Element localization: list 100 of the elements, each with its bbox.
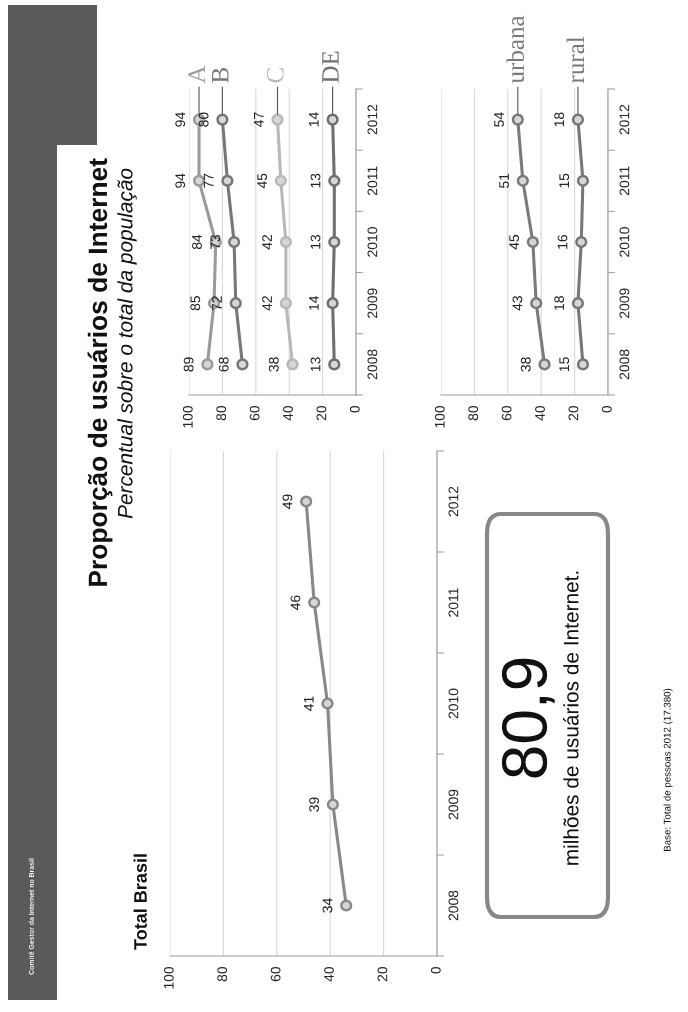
text: A	[188, 65, 206, 84]
text: 80,9	[501, 658, 555, 778]
y-tick-label: 2011	[367, 166, 378, 196]
point	[576, 174, 590, 187]
x-tick-label: 40	[283, 405, 293, 421]
point	[221, 174, 234, 187]
data-label: 34	[322, 898, 333, 913]
y-tick-label: 2009	[367, 288, 378, 318]
point	[538, 358, 551, 371]
point	[236, 358, 249, 371]
x-tick-label: 80	[468, 405, 479, 421]
point	[279, 297, 292, 310]
y-tick-label: 2012	[448, 486, 459, 517]
point	[300, 495, 313, 508]
point	[271, 113, 284, 126]
data-label: 77	[203, 173, 214, 188]
point	[216, 113, 229, 126]
text: B	[212, 68, 229, 83]
point	[571, 297, 585, 310]
y-tick-label: 2010	[448, 688, 459, 719]
text: milhões de usuários de Internet.	[563, 571, 579, 865]
data-label: 94	[175, 112, 186, 127]
point	[326, 297, 339, 310]
y-tick-label: 2011	[619, 166, 630, 196]
x-tick-label: 60	[249, 405, 260, 421]
data-label: 39	[309, 797, 320, 812]
data-label: 42	[262, 296, 272, 311]
y-tick-label: 2010	[367, 227, 378, 257]
data-label: 46	[290, 595, 301, 610]
text: urbana	[506, 15, 525, 84]
data-label: 14	[309, 112, 319, 127]
y-tick-label: 2011	[448, 588, 459, 617]
y-tick-label: 2012	[367, 104, 378, 135]
data-label: 51	[499, 173, 509, 188]
point	[516, 174, 529, 187]
point	[274, 174, 287, 187]
data-label: 14	[309, 295, 319, 310]
data-label: 38	[520, 357, 531, 372]
x-tick-label: 20	[377, 966, 388, 982]
data-label: 72	[212, 296, 222, 311]
text: Proporção de usuários de Internet	[87, 158, 113, 586]
data-label: 42	[262, 234, 272, 250]
data-label: 43	[512, 296, 523, 311]
data-label: 15	[559, 173, 570, 188]
point	[511, 113, 524, 126]
data-label: 45	[509, 234, 519, 250]
data-label: 89	[183, 357, 194, 372]
x-tick-label: 0	[430, 966, 441, 974]
text: C	[266, 68, 284, 83]
data-label: 73	[210, 234, 221, 250]
x-tick-label: 0	[601, 405, 612, 413]
x-tick-label: 40	[535, 405, 545, 421]
point	[575, 235, 588, 249]
x-tick-label: 100	[434, 405, 445, 428]
data-label: 13	[310, 173, 321, 188]
point	[326, 798, 339, 811]
text: Percentual sobre o total da população	[117, 168, 137, 519]
data-label: 18	[554, 112, 565, 127]
y-tick-label: 2008	[367, 349, 378, 380]
data-label: 47	[253, 112, 264, 127]
point	[308, 596, 321, 609]
data-label: 16	[557, 234, 568, 249]
x-tick-label: 20	[316, 405, 327, 421]
text: DE	[322, 51, 339, 83]
y-tick-label: 2010	[619, 227, 630, 257]
data-label: 49	[282, 494, 293, 509]
x-tick-label: 40	[324, 966, 334, 982]
y-tick-label: 2009	[619, 288, 630, 318]
data-label: 38	[268, 357, 279, 372]
point	[328, 174, 341, 187]
text: Base: Total de pessoas 2012 (17.380)	[663, 688, 673, 851]
point	[530, 297, 543, 310]
data-label: 15	[559, 357, 570, 372]
point	[328, 358, 341, 371]
data-label: 45	[257, 173, 267, 189]
data-label: 41	[303, 696, 314, 711]
x-tick-label: 0	[349, 405, 360, 413]
data-label: 13	[310, 357, 321, 372]
data-label: 13	[310, 234, 321, 249]
point	[321, 697, 334, 710]
point	[286, 358, 299, 371]
data-label: 85	[190, 296, 201, 311]
point	[229, 297, 242, 310]
data-label: 18	[554, 296, 565, 310]
data-label: 94	[175, 173, 186, 188]
x-tick-label: 20	[568, 405, 579, 421]
x-tick-label: 80	[216, 405, 227, 421]
x-tick-label: 60	[501, 405, 512, 421]
point	[326, 113, 339, 126]
point	[571, 113, 585, 126]
x-tick-label: 100	[163, 966, 174, 989]
point	[227, 235, 241, 249]
data-label: 84	[192, 234, 202, 250]
x-tick-label: 80	[217, 966, 228, 982]
y-tick-label: 2008	[448, 890, 459, 921]
text: rural	[566, 36, 585, 83]
point	[328, 235, 341, 249]
text: Total Brasil	[133, 854, 147, 950]
point	[576, 358, 590, 371]
y-tick-label: 2009	[448, 789, 459, 820]
